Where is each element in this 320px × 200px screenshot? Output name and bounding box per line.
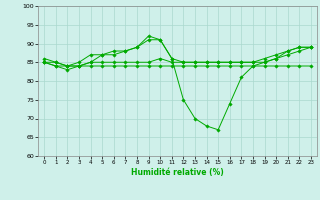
X-axis label: Humidité relative (%): Humidité relative (%): [131, 168, 224, 177]
